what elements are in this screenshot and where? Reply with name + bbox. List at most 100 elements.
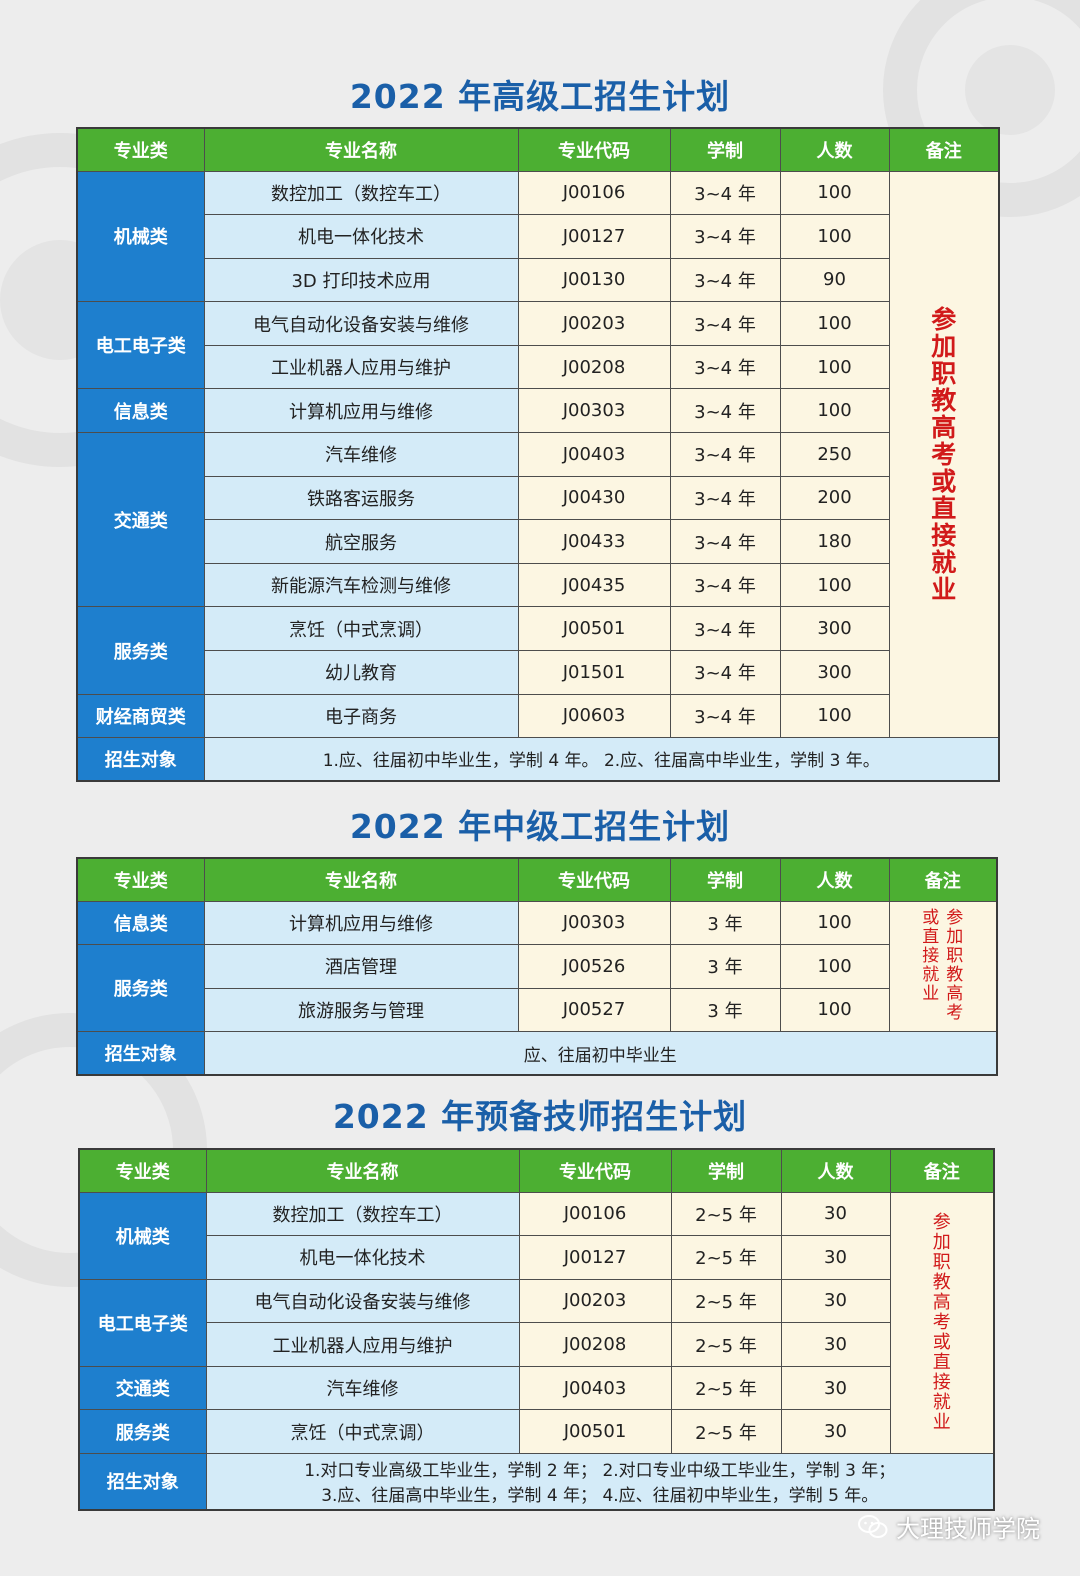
- major-code: J00127: [518, 1235, 672, 1280]
- table-row: 电工电子类 电气自动化设备安装与维修 J00203 3~4 年 100: [76, 301, 999, 390]
- target-label: 招生对象: [76, 737, 205, 782]
- major-code: J00127: [517, 214, 671, 259]
- target-row: 招生对象 应、往届初中毕业生: [76, 1031, 998, 1076]
- major-code: J00526: [517, 944, 671, 989]
- category-cell: 信息类: [76, 900, 205, 946]
- enrollment-count: 200: [779, 475, 890, 521]
- major-code: J00403: [518, 1365, 672, 1411]
- table-row: 航空服务 J00433 3~4 年 180: [77, 519, 999, 564]
- table-row: 财经商贸类 电子商务 J00603 3~4 年 100: [76, 693, 999, 739]
- major-name: 电气自动化设备安装与维修: [203, 301, 519, 346]
- duration: 3~4 年: [669, 693, 781, 739]
- duration: 3~4 年: [669, 562, 781, 608]
- major-code: J00527: [517, 987, 671, 1033]
- target-row: 招生对象 1.应、往届初中毕业生，学制 4 年。 2.应、往届高中毕业生，学制 …: [76, 737, 1000, 782]
- table-row: 交通类 汽车维修 J00403 3~4 年 250: [76, 432, 999, 608]
- enrollment-count: 100: [779, 987, 890, 1033]
- table-row: 信息类 计算机应用与维修 J00303 3 年 100 参加职教高考 或直接就业: [76, 900, 998, 1033]
- enrollment-count: 30: [780, 1322, 891, 1367]
- duration: 3~4 年: [669, 650, 781, 695]
- major-name: 烹饪（中式烹调）: [203, 606, 519, 652]
- table-row: 幼儿教育 J01501 3~4 年 300: [77, 650, 999, 695]
- table-row: 工业机器人应用与维护 J00208 3~4 年 100: [77, 344, 999, 390]
- duration: 3~4 年: [669, 301, 781, 346]
- duration: 3 年: [669, 987, 781, 1033]
- duration: 2~5 年: [670, 1235, 782, 1280]
- major-name: 数控加工（数控车工）: [205, 1191, 520, 1237]
- header-code: 专业代码: [517, 857, 671, 902]
- table-row: 机械类 数控加工（数控车工） J00106 3~4 年 100 参加职教高考或直…: [76, 170, 1000, 739]
- target-line-2: 3.应、往届高中毕业生，学制 4 年； 4.应、往届初中毕业生，学制 5 年。: [321, 1486, 879, 1507]
- duration: 3~4 年: [669, 257, 781, 303]
- header-count: 人数: [779, 857, 890, 902]
- enrollment-count: 100: [779, 900, 890, 946]
- major-code: J00501: [517, 606, 671, 652]
- note-cell: 参加职教高考 或直接就业: [888, 900, 998, 1033]
- header-name: 专业名称: [203, 857, 519, 902]
- major-code: J00203: [517, 301, 671, 346]
- major-name: 机电一体化技术: [205, 1235, 520, 1280]
- major-code: J00303: [517, 900, 671, 946]
- note-text-col2: 或直接就业: [922, 908, 940, 1005]
- table-row: 铁路客运服务 J00430 3~4 年 200: [77, 475, 999, 521]
- enrollment-count: 100: [779, 562, 890, 608]
- duration: 3~4 年: [669, 344, 781, 390]
- watermark: 大理技师学院: [858, 1509, 1040, 1544]
- table-row: 机械类 数控加工（数控车工） J00106 2~5 年 30 参加职教高考或直接…: [78, 1191, 995, 1455]
- enrollment-count: 30: [780, 1278, 891, 1324]
- header-name: 专业名称: [203, 127, 519, 172]
- major-code: J00603: [517, 693, 671, 739]
- senior-plan-title: 2022 年高级工招生计划: [349, 77, 731, 116]
- senior-plan-table: 专业类 专业名称 专业代码 学制 人数 备注 机械类 数控加工（数控车工） J0…: [76, 127, 1000, 782]
- major-name: 机电一体化技术: [203, 214, 519, 259]
- table-row: 服务类 酒店管理 J00526 3 年 100: [76, 944, 997, 1033]
- header-duration: 学制: [669, 127, 781, 172]
- duration: 3~4 年: [669, 170, 781, 216]
- table-row: 旅游服务与管理 J00527 3 年 100: [77, 987, 997, 1033]
- enrollment-count: 300: [779, 650, 890, 695]
- duration: 2~5 年: [670, 1278, 782, 1324]
- major-code: J00403: [517, 432, 671, 477]
- enrollment-count: 30: [780, 1409, 891, 1455]
- major-code: J00203: [518, 1278, 672, 1324]
- table-row: 3D 打印技术应用 J00130 3~4 年 90: [77, 257, 999, 303]
- enrollment-count: 100: [779, 344, 890, 390]
- table-row: 机电一体化技术 J00127 2~5 年 30: [79, 1235, 994, 1280]
- middle-plan-table: 专业类 专业名称 专业代码 学制 人数 备注 信息类 计算机应用与维修 J003…: [76, 857, 998, 1076]
- major-code: J00433: [517, 519, 671, 564]
- duration: 3 年: [669, 944, 781, 989]
- category-cell: 交通类: [78, 1365, 207, 1411]
- target-label: 招生对象: [76, 1031, 205, 1076]
- major-name: 电气自动化设备安装与维修: [205, 1278, 520, 1324]
- major-name: 计算机应用与维修: [203, 388, 519, 434]
- enrollment-count: 250: [779, 432, 890, 477]
- note-text: 参加职教高考或直接就业: [932, 1211, 951, 1433]
- major-name: 工业机器人应用与维护: [205, 1322, 520, 1367]
- duration: 3~4 年: [669, 475, 781, 521]
- major-code: J00106: [517, 170, 671, 216]
- enrollment-count: 180: [779, 519, 890, 564]
- note-cell: 参加职教高考或直接就业: [889, 1191, 995, 1455]
- table-row: 信息类 计算机应用与维修 J00303 3~4 年 100: [76, 388, 999, 434]
- major-name: 汽车维修: [205, 1365, 520, 1411]
- major-name: 数控加工（数控车工）: [203, 170, 519, 216]
- note-cell: 参加职教高考或直接就业: [888, 170, 1000, 739]
- wechat-icon: [858, 1514, 888, 1538]
- major-code: J00303: [517, 388, 671, 434]
- major-name: 铁路客运服务: [203, 475, 519, 521]
- duration: 3~4 年: [669, 214, 781, 259]
- major-name: 烹饪（中式烹调）: [205, 1409, 520, 1455]
- enrollment-count: 90: [779, 257, 890, 303]
- enrollment-count: 100: [779, 388, 890, 434]
- header-note: 备注: [888, 127, 1000, 172]
- enrollment-count: 100: [779, 944, 890, 989]
- category-cell: 服务类: [78, 1409, 207, 1455]
- header-count: 人数: [780, 1148, 891, 1193]
- header-category: 专业类: [78, 1148, 207, 1193]
- duration: 3 年: [669, 900, 781, 946]
- enrollment-count: 100: [779, 693, 890, 739]
- note-text: 参加职教高考或直接就业: [931, 304, 957, 604]
- table-row: 交通类 汽车维修 J00403 2~5 年 30: [78, 1365, 994, 1411]
- header-category: 专业类: [76, 857, 205, 902]
